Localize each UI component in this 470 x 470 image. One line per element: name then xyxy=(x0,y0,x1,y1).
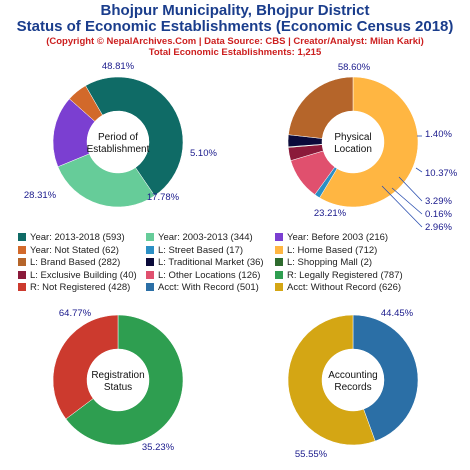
percent-label-2-0: 64.77% xyxy=(59,308,92,319)
donut-title-3-0: Accounting xyxy=(328,370,377,381)
legend-item: Acct: Without Record (626) xyxy=(275,282,401,293)
percent-label-0-1: 28.31% xyxy=(24,190,57,201)
legend-item: Year: 2013-2018 (593) xyxy=(18,232,125,243)
donut-title-3-1: Records xyxy=(334,382,371,393)
percent-label-3-0: 44.45% xyxy=(381,308,414,319)
legend-label: Acct: With Record (501) xyxy=(158,282,259,294)
legend-item: L: Brand Based (282) xyxy=(18,257,120,268)
legend-label: Year: Not Stated (62) xyxy=(30,244,119,256)
percent-label-0-3: 5.10% xyxy=(190,148,217,159)
legend-label: R: Not Registered (428) xyxy=(30,282,131,294)
legend-swatch xyxy=(18,270,26,279)
donut-title-2-1: Status xyxy=(104,382,132,393)
legend-label: L: Street Based (17) xyxy=(158,244,244,256)
leader-line-1-2 xyxy=(415,167,423,173)
leader-line-1-5 xyxy=(381,185,423,228)
percent-label-1-0: 58.60% xyxy=(338,62,371,73)
legend-swatch xyxy=(275,283,283,292)
donut-center-1 xyxy=(322,111,384,173)
percent-label-1-3: 3.29% xyxy=(425,196,452,207)
legend-item: Acct: With Record (501) xyxy=(146,282,259,293)
percent-label-3-1: 55.55% xyxy=(295,449,328,460)
donut-title-1-0: Physical xyxy=(334,132,371,143)
legend-swatch xyxy=(275,245,283,254)
legend-swatch xyxy=(146,245,154,254)
legend-item: L: Other Locations (126) xyxy=(146,270,260,281)
percent-label-1-1: 1.40% xyxy=(425,129,452,140)
legend-item: Year: 2003-2013 (344) xyxy=(146,232,253,243)
legend-item: R: Not Registered (428) xyxy=(18,282,130,293)
legend-item: Year: Before 2003 (216) xyxy=(275,232,388,243)
leader-line-1-4 xyxy=(391,187,423,215)
legend-label: L: Brand Based (282) xyxy=(30,257,121,269)
donut-title-1-1: Location xyxy=(334,144,372,155)
legend-item: L: Shopping Mall (2) xyxy=(275,257,372,268)
legend-swatch xyxy=(18,283,26,292)
legend-label: Year: 2003-2013 (344) xyxy=(158,232,253,243)
legend-swatch xyxy=(146,258,154,267)
donut-center-2 xyxy=(87,349,149,411)
legend-item: L: Street Based (17) xyxy=(146,245,243,256)
legend-label: L: Home Based (712) xyxy=(287,244,378,256)
legend-label: Year: 2013-2018 (593) xyxy=(30,232,125,243)
legend-swatch xyxy=(275,258,283,267)
legend-label: Year: Before 2003 (216) xyxy=(287,232,389,243)
legend-swatch xyxy=(146,270,154,279)
percent-label-1-2: 10.37% xyxy=(425,168,458,179)
chart-title-line1: Bhojpur Municipality, Bhojpur District xyxy=(100,2,370,19)
legend-swatch xyxy=(18,245,26,254)
legend-label: L: Shopping Mall (2) xyxy=(287,257,373,269)
legend-item: L: Home Based (712) xyxy=(275,245,377,256)
percent-label-0-2: 17.78% xyxy=(147,192,180,203)
legend-swatch xyxy=(18,258,26,267)
legend-item: Year: Not Stated (62) xyxy=(18,245,119,256)
donut-title-0-1: Establishment xyxy=(87,144,150,155)
total-establishments: Total Economic Establishments: 1,215 xyxy=(148,47,322,58)
donut-title-2-0: Registration xyxy=(91,370,144,381)
percent-label-1-5: 2.96% xyxy=(425,222,452,233)
legend-swatch xyxy=(146,283,154,292)
legend-swatch xyxy=(146,233,154,241)
donut-center-0 xyxy=(87,111,149,173)
legend-item: L: Exclusive Building (40) xyxy=(18,270,137,281)
percent-label-0-0: 48.81% xyxy=(102,61,135,72)
legend-item: L: Traditional Market (36) xyxy=(146,257,264,268)
legend-label: Acct: Without Record (626) xyxy=(287,282,402,294)
percent-label-1-4: 0.16% xyxy=(425,209,452,220)
legend-swatch xyxy=(275,233,283,241)
legend-item: R: Legally Registered (787) xyxy=(275,270,403,281)
percent-label-1-6: 23.21% xyxy=(314,208,347,219)
legend-swatch xyxy=(275,270,283,279)
copyright-subtitle: (Copyright © NepalArchives.Com | Data So… xyxy=(46,36,424,47)
legend-label: L: Other Locations (126) xyxy=(158,269,261,281)
legend-label: L: Traditional Market (36) xyxy=(158,257,264,269)
percent-label-2-1: 35.23% xyxy=(142,442,175,453)
leader-line-1-3 xyxy=(398,176,423,202)
donut-title-0-0: Period of xyxy=(98,132,138,143)
donut-center-3 xyxy=(322,349,384,411)
legend-label: R: Legally Registered (787) xyxy=(287,269,403,281)
legend-label: L: Exclusive Building (40) xyxy=(30,269,137,281)
chart-title-line2: Status of Economic Establishments (Econo… xyxy=(16,18,454,35)
legend-swatch xyxy=(18,233,26,241)
